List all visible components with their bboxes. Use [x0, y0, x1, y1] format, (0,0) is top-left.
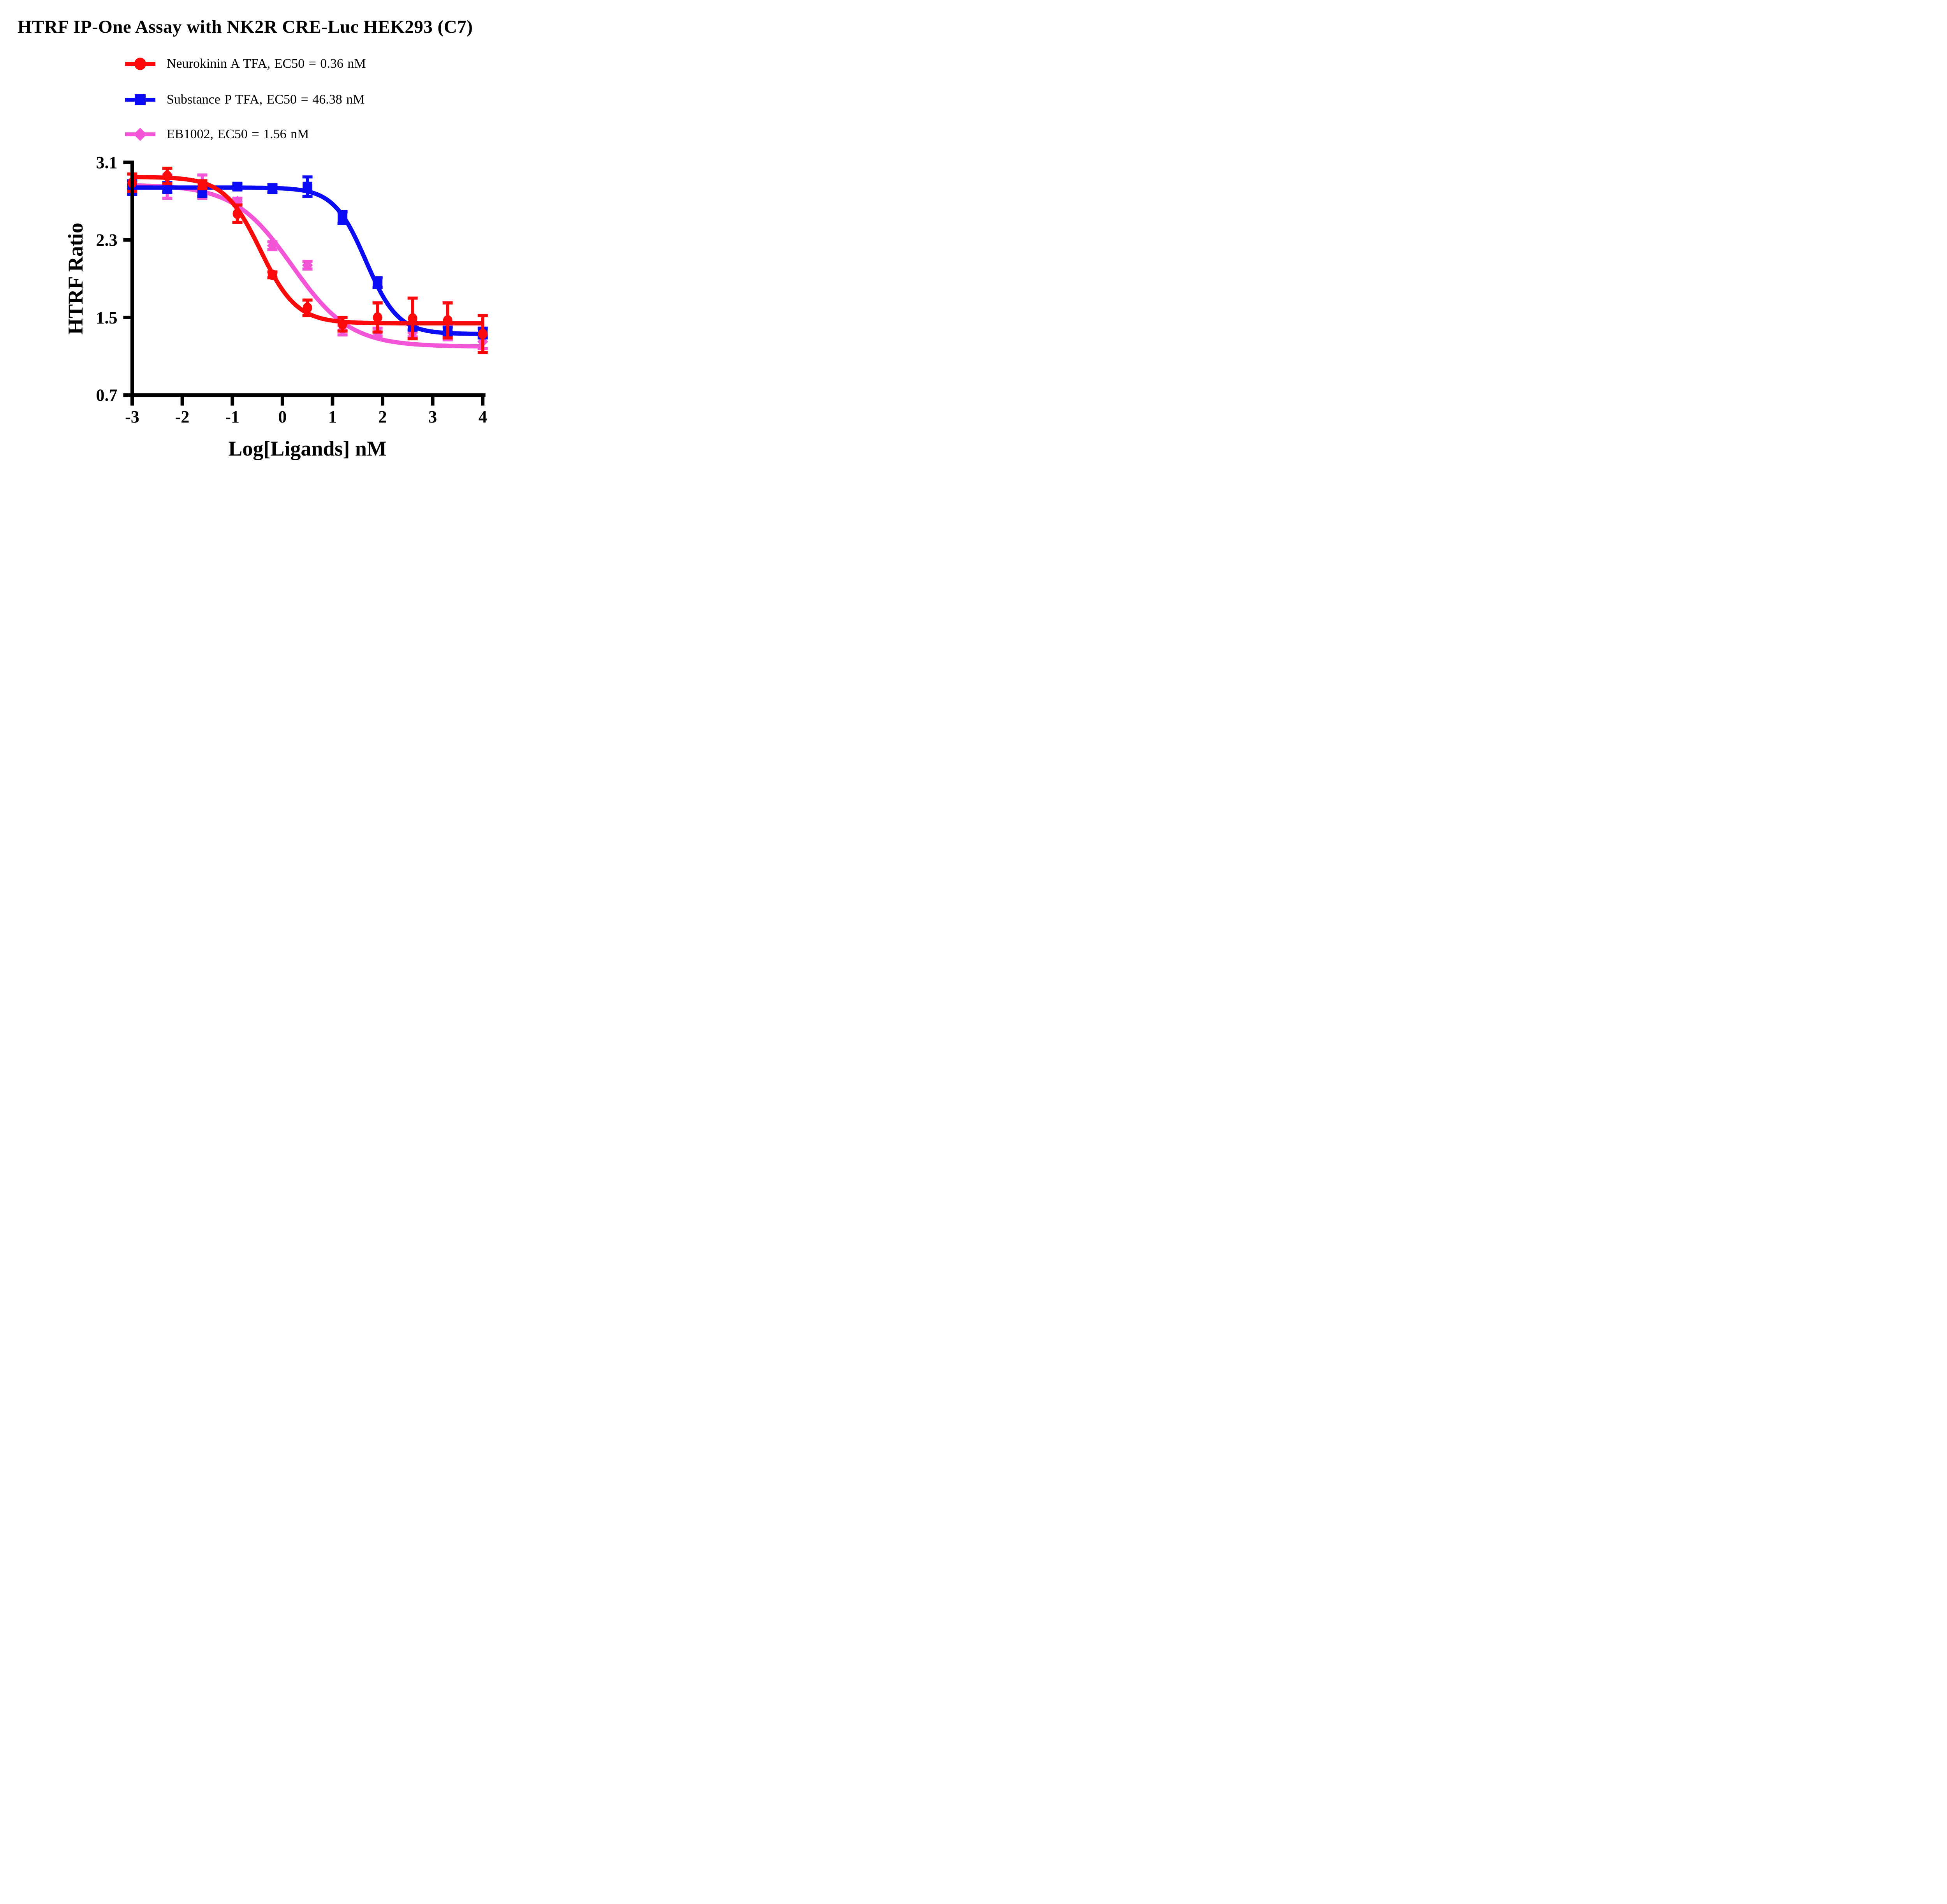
legend-item-substance-p: Substance P TFA, EC50 = 46.38 nM — [124, 91, 364, 109]
x-tick-label: -1 — [225, 407, 239, 426]
data-point-square — [268, 183, 278, 194]
legend-label: EB1002, EC50 = 1.56 nM — [167, 127, 309, 141]
data-point-circle — [232, 208, 242, 219]
data-point-square — [373, 278, 383, 288]
data-point-square — [303, 181, 313, 192]
legend-label: Substance P TFA, EC50 = 46.38 nM — [167, 92, 365, 107]
data-point-circle — [197, 179, 207, 190]
legend-marker-circle-icon — [125, 58, 155, 70]
data-point-circle — [338, 319, 347, 330]
x-tick-label: 3 — [428, 407, 437, 426]
data-point-diamond — [267, 240, 278, 252]
data-point-square — [232, 181, 243, 192]
data-point-circle — [443, 315, 452, 326]
data-point-circle — [268, 269, 277, 280]
x-tick-label: 4 — [479, 407, 487, 426]
x-tick-label: 0 — [278, 407, 287, 426]
data-point-circle — [408, 313, 417, 324]
figure: 3.1 2.3 1.5 0.7 -3 -2 -1 0 1 2 3 4 Log[Ligands] nM HT… — [0, 0, 610, 476]
data-point-square — [338, 213, 348, 223]
y-axis-title: HTRF Ratio — [64, 223, 87, 334]
y-tick-label: 2.3 — [96, 231, 118, 250]
legend-label: Neurokinin A TFA, EC50 = 0.36 nM — [167, 56, 366, 71]
data-point-circle — [373, 312, 382, 323]
data-point-circle — [303, 303, 312, 313]
legend-marker-diamond-icon — [125, 128, 155, 141]
x-axis-title: Log[Ligands] nM — [228, 437, 387, 460]
x-tick-label: 2 — [378, 407, 387, 426]
y-tick-label: 3.1 — [96, 153, 118, 172]
y-tick-label: 0.7 — [96, 386, 118, 405]
x-tick-label: 1 — [328, 407, 337, 426]
x-tick-label: -3 — [125, 407, 139, 426]
legend-item-neurokinin: Neurokinin A TFA, EC50 = 0.36 nM — [124, 55, 366, 73]
data-point-circle — [478, 329, 488, 340]
y-tick-label: 1.5 — [96, 308, 118, 327]
legend-marker-square-icon — [125, 94, 155, 105]
x-tick-label: -2 — [175, 407, 190, 426]
data-point-diamond — [302, 259, 313, 271]
legend-item-eb1002: EB1002, EC50 = 1.56 nM — [124, 125, 309, 143]
data-point-circle — [162, 171, 172, 181]
chart-title: HTRF IP-One Assay with NK2R CRE-Luc HEK2… — [18, 17, 473, 37]
dose-response-chart: 3.1 2.3 1.5 0.7 -3 -2 -1 0 1 2 3 4 Log[Ligands] nM HT… — [64, 153, 488, 460]
series-circle — [127, 166, 488, 354]
